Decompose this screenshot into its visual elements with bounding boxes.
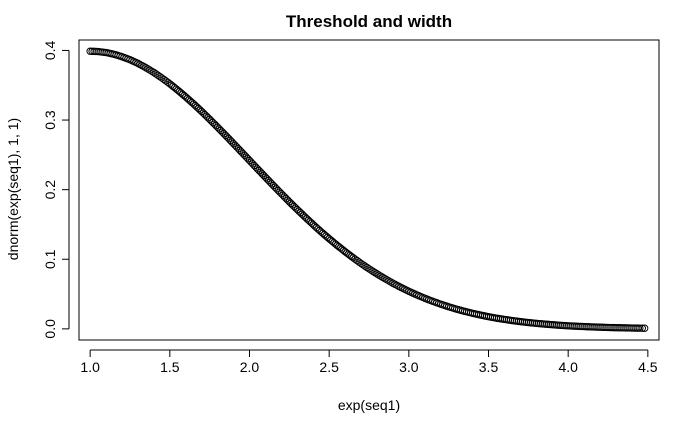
data-point: [144, 65, 152, 73]
data-points: [86, 47, 649, 332]
data-point: [375, 271, 383, 279]
y-axis-label: dnorm(exp(seq1), 1, 1): [5, 118, 21, 260]
chart-title: Threshold and width: [286, 12, 452, 31]
data-point: [377, 272, 385, 280]
data-point: [379, 273, 387, 282]
plot-frame: [78, 39, 660, 341]
x-tick-label: 4.5: [638, 359, 658, 375]
x-tick-label: 4.0: [558, 359, 578, 375]
data-point: [146, 66, 154, 74]
x-tick-label: 3.0: [399, 359, 419, 375]
data-point: [371, 268, 379, 277]
x-tick-label: 2.0: [240, 359, 260, 375]
y-tick-label: 0.1: [42, 249, 58, 269]
data-point: [638, 324, 646, 332]
x-tick-label: 1.0: [80, 359, 100, 375]
data-point: [369, 267, 377, 276]
x-tick-label: 2.5: [319, 359, 339, 375]
x-axis: 1.0 1.5 2.0 2.5 3.0 3.5 4.0 4.5: [80, 349, 658, 375]
data-point: [365, 265, 373, 273]
y-axis: 0.0 0.1 0.2 0.3 0.4: [42, 40, 70, 339]
data-point: [636, 324, 644, 332]
data-point: [148, 67, 156, 76]
data-point: [142, 64, 150, 72]
y-tick-label: 0.0: [42, 319, 58, 339]
y-tick-label: 0.3: [42, 110, 58, 130]
data-point: [640, 324, 649, 332]
y-tick-label: 0.2: [42, 180, 58, 200]
data-point: [363, 263, 371, 272]
x-tick-label: 3.5: [479, 359, 499, 375]
data-point: [367, 266, 375, 274]
y-tick-label: 0.4: [42, 40, 58, 60]
data-point: [373, 270, 381, 278]
x-tick-label: 1.5: [160, 359, 180, 375]
x-axis-label: exp(seq1): [338, 397, 400, 413]
